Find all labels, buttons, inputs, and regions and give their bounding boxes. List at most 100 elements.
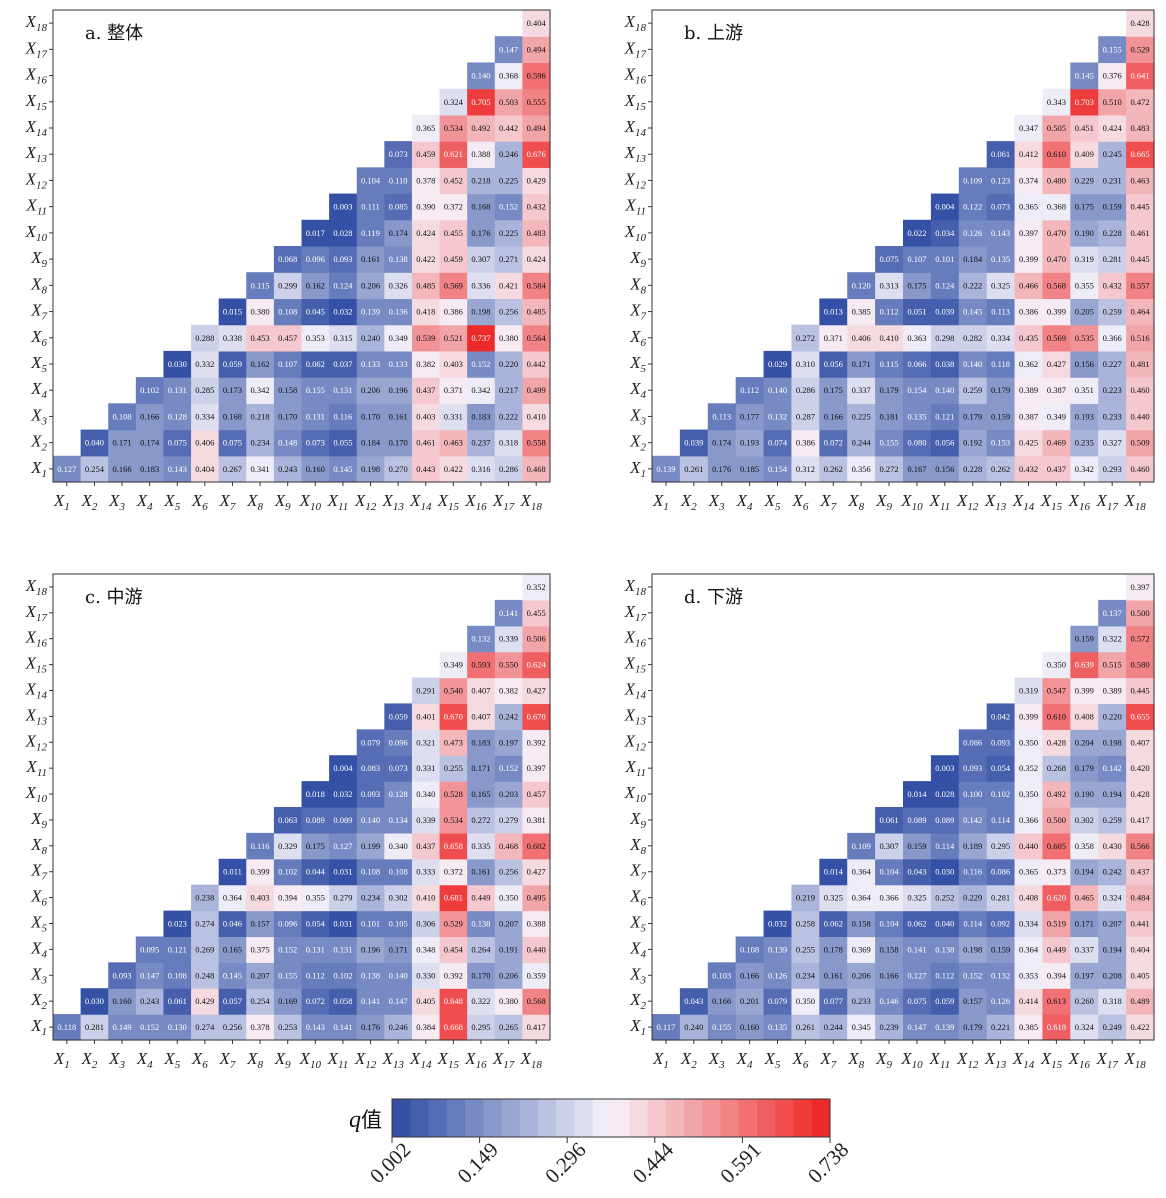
cell-value-label: 0.179 <box>1075 763 1094 773</box>
heatmap-cell <box>329 272 358 300</box>
heatmap-cell <box>356 807 385 834</box>
heatmap-cell <box>439 703 468 730</box>
cell-value-label: 0.220 <box>499 359 518 369</box>
heatmap-cell <box>958 807 988 834</box>
heatmap-cell <box>1126 62 1155 90</box>
heatmap-cell <box>439 729 468 756</box>
y-tick-label: X9 <box>629 809 646 831</box>
heatmap-cell <box>439 807 468 834</box>
cell-value-label: 0.115 <box>880 359 899 369</box>
cell-value-label: 0.218 <box>251 411 270 421</box>
cell-value-label: 0.313 <box>879 280 898 290</box>
cell-value-label: 0.225 <box>499 228 518 238</box>
cell-value-label: 0.324 <box>444 97 464 107</box>
heatmap-cell <box>191 988 220 1015</box>
cell-value-label: 0.329 <box>278 841 297 851</box>
heatmap-cell <box>467 455 496 483</box>
cell-value-label: 0.342 <box>1075 464 1094 474</box>
cell-value-label: 0.194 <box>1103 944 1123 954</box>
cell-value-label: 0.414 <box>1019 996 1039 1006</box>
heatmap-cell <box>135 988 165 1015</box>
y-tick-label: X9 <box>30 248 47 270</box>
heatmap-cell <box>819 377 848 404</box>
cell-value-label: 0.141 <box>333 1022 352 1032</box>
heatmap-cell <box>163 377 192 404</box>
heatmap-cell <box>411 807 441 834</box>
heatmap-cell <box>986 429 1016 457</box>
cell-value-label: 0.080 <box>907 438 926 448</box>
cell-value-label: 0.102 <box>333 970 352 980</box>
heatmap-cell <box>467 988 496 1015</box>
heatmap-cell <box>1070 962 1099 989</box>
heatmap-cell <box>958 755 988 782</box>
cell-value-label: 0.131 <box>306 944 325 954</box>
cell-value-label: 0.196 <box>389 385 408 395</box>
heatmap-cell <box>494 193 523 221</box>
cell-value-label: 0.113 <box>991 307 1010 317</box>
cell-value-label: 0.355 <box>306 893 325 903</box>
heatmap-cell <box>986 858 1016 886</box>
y-tick-label: X10 <box>624 783 647 805</box>
heatmap-cell <box>246 936 275 963</box>
cell-value-label: 0.093 <box>112 970 131 980</box>
heatmap-cell <box>411 858 441 886</box>
heatmap-cell <box>819 858 848 886</box>
cell-value-label: 0.061 <box>879 815 898 825</box>
cell-value-label: 0.350 <box>499 893 518 903</box>
cell-value-label: 0.639 <box>1075 660 1094 670</box>
cell-value-label: 0.281 <box>85 1022 104 1032</box>
heatmap-cell <box>384 377 413 404</box>
heatmap-cell <box>1070 755 1099 782</box>
heatmap-cell <box>467 193 496 221</box>
heatmap-cell <box>522 298 551 326</box>
heatmap-cell <box>246 1014 275 1041</box>
heatmap-cell <box>1098 429 1127 457</box>
y-tick-label: X15 <box>624 91 647 113</box>
cell-value-label: 0.135 <box>907 411 926 421</box>
heatmap-cell <box>1014 729 1044 756</box>
cell-value-label: 0.132 <box>768 411 787 421</box>
cell-value-label: 0.161 <box>389 411 408 421</box>
y-tick-label: X7 <box>629 301 646 323</box>
heatmap-cell <box>1070 403 1099 431</box>
heatmap-cell <box>494 988 523 1015</box>
cell-value-label: 0.670 <box>527 711 546 721</box>
heatmap-cell <box>930 832 960 860</box>
y-tick-label: X5 <box>629 913 646 935</box>
heatmap-cell <box>384 1014 413 1041</box>
heatmap-cell <box>329 246 358 273</box>
heatmap-cell <box>1126 403 1155 431</box>
heatmap-cell <box>791 988 820 1015</box>
heatmap-cell <box>1098 377 1127 404</box>
heatmap-cell <box>356 910 385 938</box>
heatmap-cell <box>707 403 737 431</box>
cell-value-label: 0.175 <box>824 385 843 395</box>
x-tick-label: X4 <box>736 491 753 513</box>
heatmap-cell <box>494 599 523 627</box>
cell-value-label: 0.424 <box>1103 123 1123 133</box>
heatmap-cell <box>1042 324 1071 352</box>
heatmap-cell <box>356 962 385 989</box>
heatmap-cell <box>763 962 793 989</box>
cell-value-label: 0.350 <box>796 996 815 1006</box>
heatmap-cell <box>411 377 441 404</box>
heatmap-cell <box>273 962 303 989</box>
cell-value-label: 0.373 <box>1047 867 1066 877</box>
x-tick-label: X4 <box>136 491 153 513</box>
cell-value-label: 0.119 <box>361 228 380 238</box>
heatmap-cell <box>1014 703 1044 730</box>
heatmap-cell <box>467 429 496 457</box>
heatmap-cell <box>1126 729 1155 756</box>
cell-value-label: 0.483 <box>1130 123 1149 133</box>
heatmap-cell <box>384 703 413 730</box>
y-tick-label: X13 <box>624 705 647 727</box>
x-tick-label: X8 <box>246 491 263 513</box>
heatmap-cell <box>467 884 496 912</box>
heatmap-cell <box>384 350 413 378</box>
cell-value-label: 0.350 <box>1019 737 1038 747</box>
heatmap-cell <box>735 962 765 989</box>
cell-value-label: 0.384 <box>416 1022 436 1032</box>
heatmap-cell <box>1098 936 1127 963</box>
cell-value-label: 0.406 <box>852 333 871 343</box>
heatmap-cell <box>819 910 848 938</box>
